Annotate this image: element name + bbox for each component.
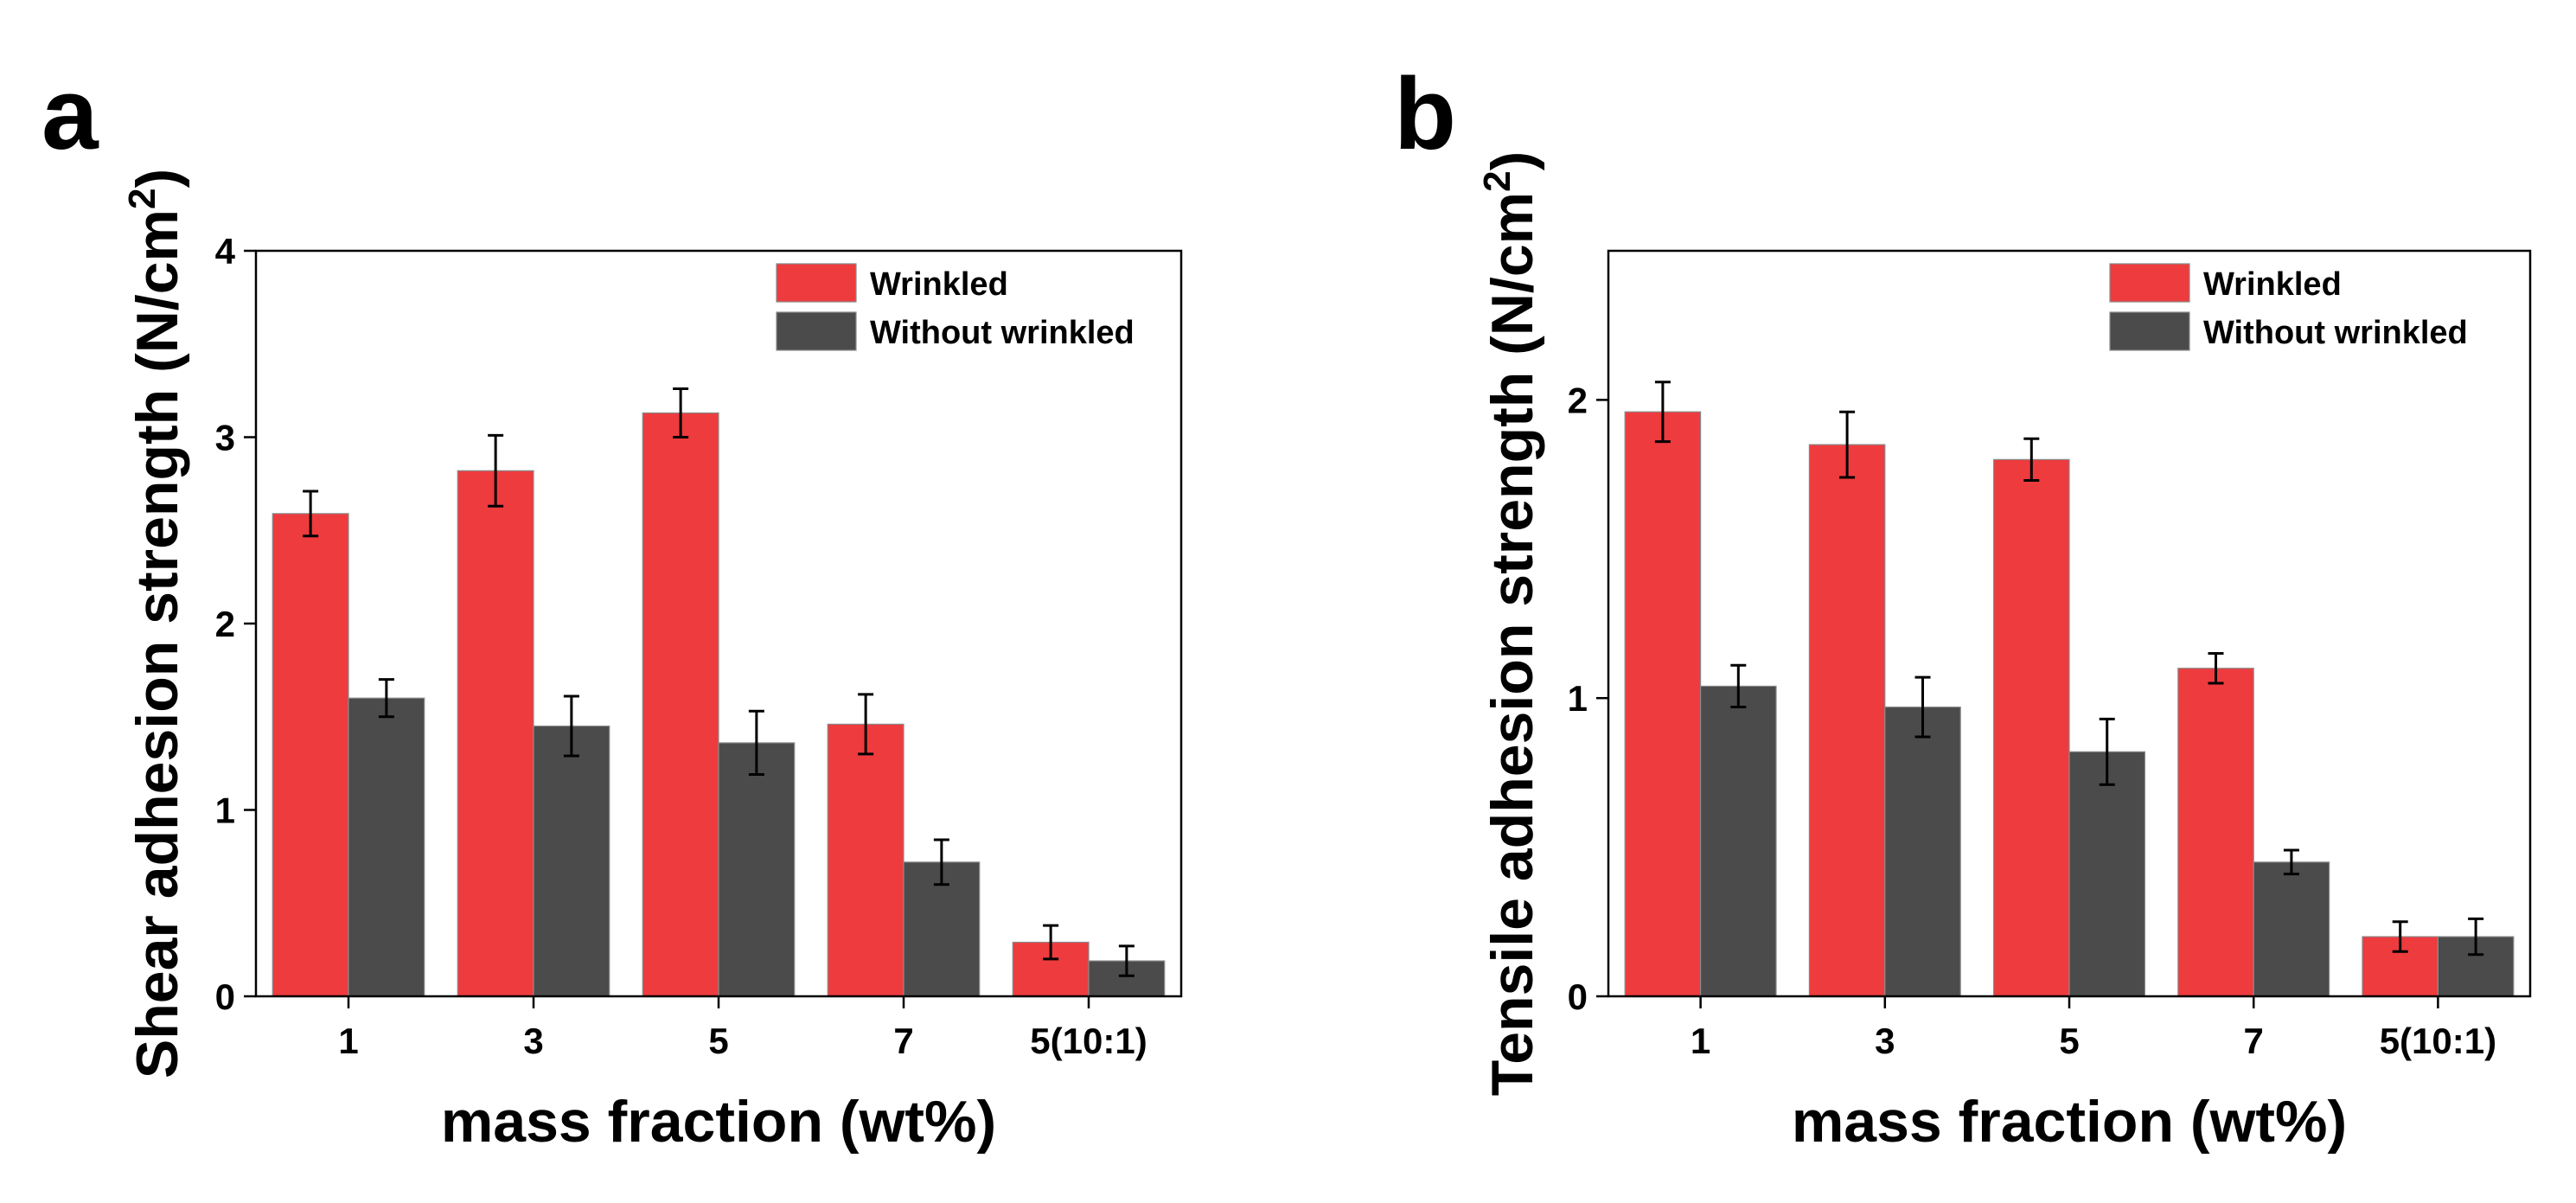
panel-b: b 0 1 2 1 3 5 7 5(10:1) mass fraction (wt%) Tensil… <box>1394 57 2532 1155</box>
y-axis-title: Tensile adhesion strength (N/cm2) <box>1476 151 1545 1097</box>
y-tick-label: 1 <box>215 790 235 831</box>
bar <box>2068 751 2146 997</box>
bar <box>1808 444 1886 997</box>
y-axis-title-suffix: ) <box>1480 151 1545 171</box>
x-tick-label: 3 <box>1875 1021 1895 1061</box>
y-tick-label: 3 <box>215 418 235 458</box>
y-tick-label: 4 <box>215 231 236 272</box>
y-tick-label: 1 <box>1568 678 1588 719</box>
legend-swatch <box>776 263 857 303</box>
y-axis-title-main: Shear adhesion strength (N/cm <box>125 209 190 1078</box>
y-tick-label: 2 <box>1568 380 1588 420</box>
panel-a: a 0 1 2 3 4 1 3 5 7 5(10:1) mass fraction (wt%) Shea… <box>42 57 1183 1155</box>
legend: Wrinkled Without wrinkled <box>2109 263 2468 351</box>
bar <box>2177 668 2254 997</box>
legend-swatch <box>2109 263 2190 303</box>
y-tick-label: 2 <box>215 604 235 644</box>
legend-swatch <box>776 311 857 351</box>
x-axis-title: mass fraction (wt%) <box>1792 1089 2347 1155</box>
legend-swatch <box>2109 311 2190 351</box>
x-axis-title: mass fraction (wt%) <box>441 1089 996 1155</box>
bar <box>1884 706 1961 997</box>
x-tick-label: 7 <box>2244 1021 2264 1061</box>
y-tick-label: 0 <box>215 976 235 1017</box>
bar <box>533 725 610 997</box>
y-axis-title-superscript: 2 <box>121 189 163 209</box>
legend-label: Without wrinkled <box>870 315 1135 351</box>
bar <box>642 412 719 997</box>
bar <box>718 742 796 997</box>
bar <box>272 513 349 997</box>
x-tick-label: 5 <box>708 1021 728 1061</box>
legend-label: Wrinkled <box>870 266 1008 303</box>
legend-label: Without wrinkled <box>2203 315 2468 351</box>
x-tick-label: 1 <box>338 1021 358 1061</box>
bar <box>1699 685 1777 997</box>
y-tick-label: 0 <box>1568 976 1588 1017</box>
x-tick-label: 5(10:1) <box>1030 1021 1147 1061</box>
panel-label: b <box>1394 57 1456 171</box>
legend: Wrinkled Without wrinkled <box>776 263 1135 351</box>
y-axis-title-main: Tensile adhesion strength (N/cm <box>1480 192 1545 1096</box>
x-tick-label: 3 <box>523 1021 543 1061</box>
x-tick-label: 5(10:1) <box>2380 1021 2496 1061</box>
bar <box>2253 861 2330 997</box>
bar <box>348 697 425 997</box>
legend-label: Wrinkled <box>2203 266 2342 303</box>
y-axis-title-superscript: 2 <box>1476 170 1518 191</box>
x-tick-label: 7 <box>893 1021 913 1061</box>
y-axis-title: Shear adhesion strength (N/cm2) <box>121 169 190 1078</box>
x-tick-label: 1 <box>1691 1021 1710 1061</box>
bar <box>827 723 904 997</box>
bar <box>1992 458 2070 997</box>
bar <box>457 470 534 997</box>
bar <box>1624 411 1702 997</box>
x-tick-label: 5 <box>2059 1021 2079 1061</box>
panel-label: a <box>42 57 99 171</box>
y-axis-title-suffix: ) <box>125 169 190 189</box>
